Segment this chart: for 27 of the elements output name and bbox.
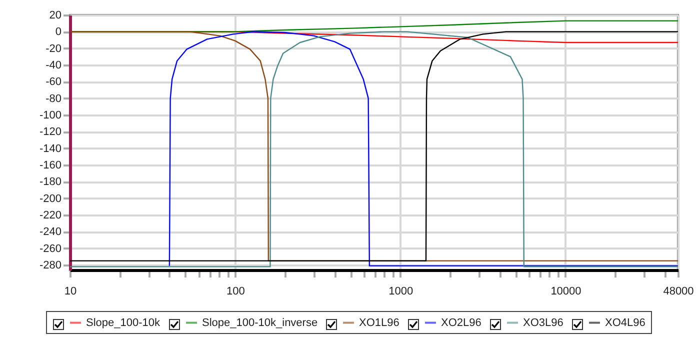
legend-label: XO3L96 bbox=[523, 316, 564, 329]
y-tick-label: -120 bbox=[39, 126, 62, 138]
legend-label: Slope_100-10k bbox=[86, 316, 161, 329]
x-tick-label: 10000 bbox=[550, 286, 582, 298]
y-tick-label: -140 bbox=[39, 142, 62, 155]
y-tick-label: -220 bbox=[39, 210, 62, 222]
x-tick-label: 1000 bbox=[388, 286, 414, 298]
legend-label: XO1L96 bbox=[359, 316, 400, 329]
y-tick-label: -240 bbox=[39, 226, 62, 238]
x-tick-label: 10 bbox=[64, 286, 77, 298]
y-tick-label: -40 bbox=[46, 60, 62, 72]
legend-label: XO4L96 bbox=[605, 316, 646, 329]
y-tick-label: 20 bbox=[49, 10, 62, 22]
y-tick-label: -260 bbox=[39, 242, 62, 255]
y-tick-label: -100 bbox=[39, 110, 62, 122]
y-tick-label: -180 bbox=[39, 176, 62, 188]
y-tick-label: 0 bbox=[55, 26, 62, 38]
y-tick-label: -160 bbox=[39, 160, 62, 172]
x-tick-label: 100 bbox=[226, 286, 245, 298]
y-tick-label: -280 bbox=[39, 260, 62, 272]
legend-label: Slope_100-10k_inverse bbox=[202, 316, 318, 329]
y-tick-label: -60 bbox=[46, 76, 62, 88]
y-tick-label: -80 bbox=[46, 92, 62, 105]
y-tick-label: -20 bbox=[46, 42, 62, 55]
y-tick-label: -200 bbox=[39, 192, 62, 205]
x-tick-label: 48000 bbox=[663, 286, 694, 298]
legend-label: XO2L96 bbox=[441, 316, 482, 329]
